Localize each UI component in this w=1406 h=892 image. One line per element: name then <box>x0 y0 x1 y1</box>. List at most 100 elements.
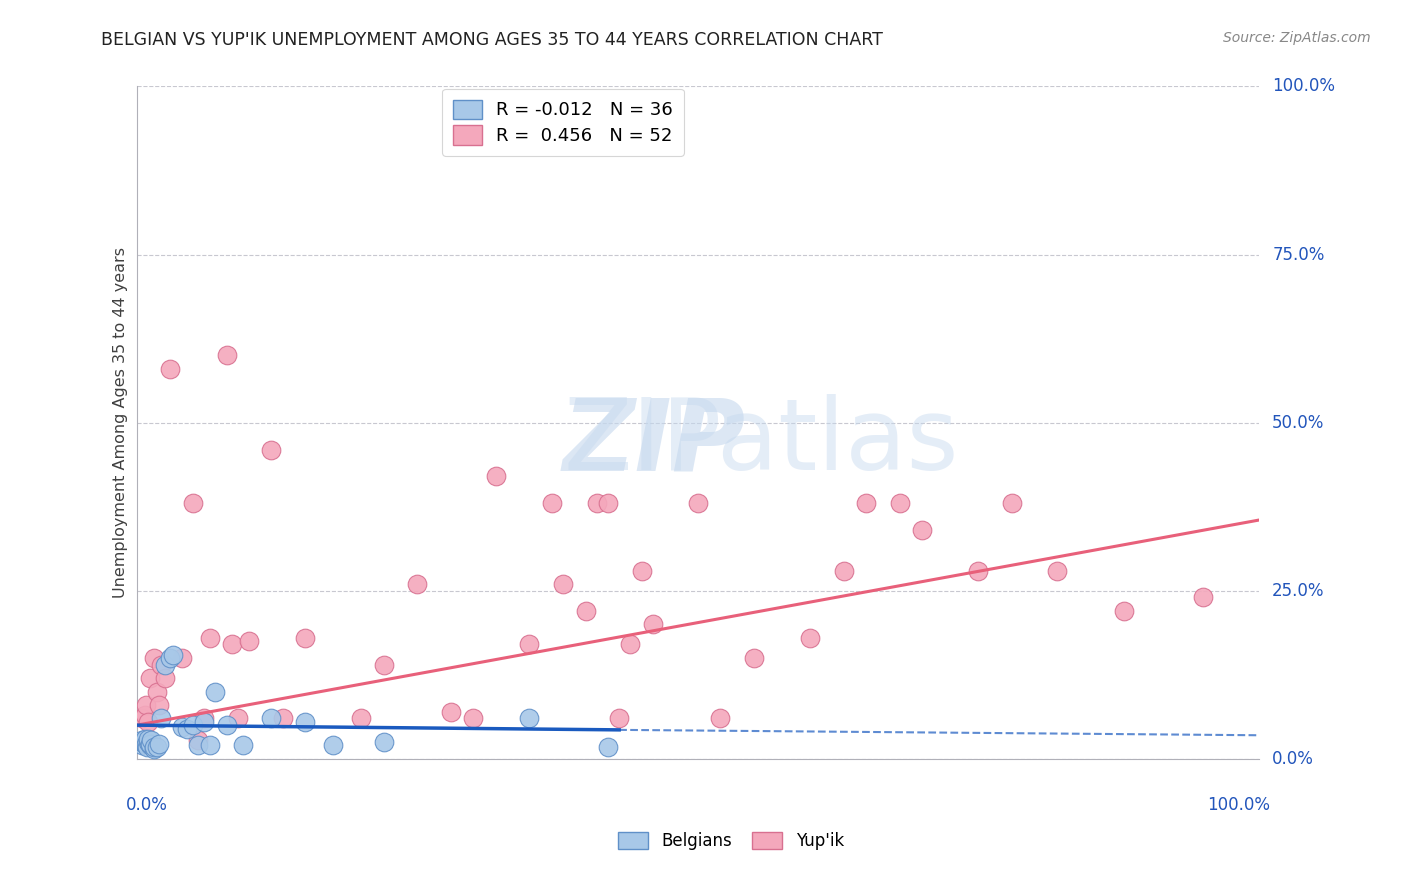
Point <box>463 711 485 725</box>
Point <box>1191 591 1213 605</box>
Point <box>198 739 221 753</box>
Point <box>232 739 254 753</box>
Text: ZIPatlas: ZIPatlas <box>562 394 959 491</box>
Point <box>596 496 619 510</box>
Text: Source: ZipAtlas.com: Source: ZipAtlas.com <box>1223 31 1371 45</box>
Point <box>1046 564 1069 578</box>
Y-axis label: Unemployment Among Ages 35 to 44 years: Unemployment Among Ages 35 to 44 years <box>114 247 128 599</box>
Point <box>135 739 157 754</box>
Point <box>153 657 176 672</box>
Point <box>131 733 153 747</box>
Point <box>135 737 157 751</box>
Point <box>135 698 157 712</box>
Point <box>641 617 664 632</box>
Point <box>134 737 156 751</box>
Point <box>176 722 198 736</box>
Point <box>485 469 508 483</box>
Point <box>181 718 204 732</box>
Point <box>742 651 765 665</box>
Point <box>142 739 165 754</box>
Point <box>585 496 607 510</box>
Point <box>226 711 249 725</box>
Point <box>551 577 574 591</box>
Point <box>1001 496 1024 510</box>
Point <box>519 638 541 652</box>
Point <box>170 719 193 733</box>
Point <box>440 705 463 719</box>
Point <box>709 711 731 725</box>
Point <box>134 731 156 746</box>
Point <box>139 737 162 751</box>
Point <box>541 496 564 510</box>
Point <box>967 564 990 578</box>
Point <box>596 739 619 754</box>
Text: 50.0%: 50.0% <box>1272 414 1324 432</box>
Point <box>406 577 429 591</box>
Point <box>204 684 226 698</box>
Point <box>574 604 596 618</box>
Point <box>607 711 630 725</box>
Point <box>1112 604 1135 618</box>
Legend: Belgians, Yup'ik: Belgians, Yup'ik <box>612 825 851 857</box>
Point <box>373 657 395 672</box>
Point <box>148 737 170 751</box>
Text: 75.0%: 75.0% <box>1272 245 1324 263</box>
Text: 0.0%: 0.0% <box>125 796 167 814</box>
Point <box>135 739 157 753</box>
Point <box>131 739 153 753</box>
Point <box>148 698 170 712</box>
Point <box>619 638 641 652</box>
Point <box>150 711 173 725</box>
Point <box>136 714 159 729</box>
Text: ZIP: ZIP <box>562 394 747 491</box>
Point <box>221 638 243 652</box>
Point <box>146 684 169 698</box>
Text: 25.0%: 25.0% <box>1272 582 1324 599</box>
Text: BELGIAN VS YUP'IK UNEMPLOYMENT AMONG AGES 35 TO 44 YEARS CORRELATION CHART: BELGIAN VS YUP'IK UNEMPLOYMENT AMONG AGE… <box>101 31 883 49</box>
Point <box>193 711 215 725</box>
Point <box>141 733 163 747</box>
Point <box>519 711 541 725</box>
Point <box>139 739 162 753</box>
Point <box>322 739 344 753</box>
Text: 100.0%: 100.0% <box>1272 78 1336 95</box>
Point <box>131 711 153 725</box>
Point <box>162 648 184 662</box>
Point <box>150 657 173 672</box>
Point <box>146 739 169 754</box>
Point <box>187 733 209 747</box>
Point <box>136 735 159 749</box>
Point <box>855 496 877 510</box>
Point <box>198 631 221 645</box>
Point <box>153 671 176 685</box>
Point <box>630 564 652 578</box>
Point <box>159 651 181 665</box>
Point <box>131 735 153 749</box>
Point <box>271 711 294 725</box>
Point <box>159 361 181 376</box>
Point <box>260 711 283 725</box>
Point <box>187 739 209 753</box>
Point <box>911 523 934 537</box>
Point <box>350 711 373 725</box>
Point <box>139 671 162 685</box>
Point <box>134 708 156 723</box>
Point <box>373 735 395 749</box>
Point <box>170 651 193 665</box>
Point <box>238 634 260 648</box>
Point <box>136 731 159 746</box>
Point <box>889 496 911 510</box>
Point <box>686 496 709 510</box>
Point <box>142 741 165 756</box>
Point <box>142 651 165 665</box>
Point <box>215 718 238 732</box>
Point <box>215 348 238 362</box>
Point <box>294 714 316 729</box>
Text: 0.0%: 0.0% <box>1272 750 1315 768</box>
Point <box>294 631 316 645</box>
Point <box>799 631 821 645</box>
Point <box>832 564 855 578</box>
Point <box>193 714 215 729</box>
Point <box>181 496 204 510</box>
Text: 100.0%: 100.0% <box>1206 796 1270 814</box>
